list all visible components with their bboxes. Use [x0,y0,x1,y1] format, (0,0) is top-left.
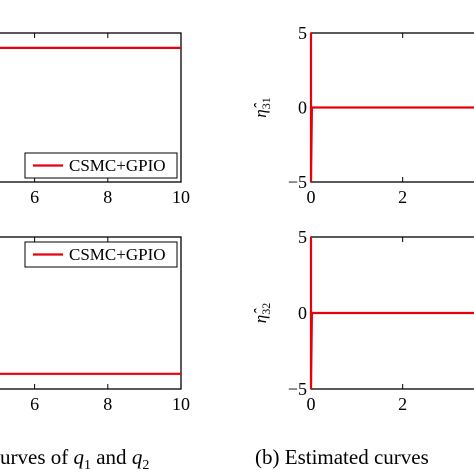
caption-a-sub1: 1 [83,458,91,474]
caption-b-text: (b) Estimated curves [255,445,429,469]
caption-a-var1: q [73,445,84,469]
panel-b-top-ytick-label: 5 [298,23,307,43]
panel-a-bottom-xtick-label: 8 [103,394,112,414]
panel-b-bottom-ytick-label: 5 [298,227,307,247]
panel-a-bottom-xtick-label: 6 [30,394,39,414]
panel-a-bottom-legend: CSMC+GPIO [24,241,178,268]
panel-b-top-xtick-label: 2 [398,187,407,207]
caption-a-mid: and [90,445,132,469]
panel-b-top-ytick-label: −5 [288,172,307,192]
panel-b-top-ylabel: η̂31 [251,97,273,117]
panel-b-bottom-xtick-label: 0 [307,394,316,414]
panel-a-bottom-panel: 6 8 10 CSMC+GPIO [0,236,190,414]
panel-b-bottom-ytick-label: −5 [288,379,307,399]
caption-a-sub2: 2 [142,458,150,474]
panel-b-top-xtick-label: 0 [307,187,316,207]
panel-b-bottom-series-line [309,237,474,390]
panel-b-top-ytick-label: 0 [298,98,307,118]
panel-a-top-xtick-label: 10 [172,187,190,207]
caption-a: urves of q1 and q2 [0,445,149,474]
panel-a-bottom-xtick-label: 10 [172,394,190,414]
panel-b-top-panel: 0 250−5η̂31 [251,23,474,207]
panel-b-bottom-xtick-label: 2 [398,394,407,414]
panel-a-top-legend: CSMC+GPIO [24,152,178,179]
panel-b-bottom-ytick-label: 0 [298,303,307,323]
panel-b-bottom-ylabel: η̂32 [251,303,273,323]
panel-b-bottom-panel: 0 250−5η̂32 [251,227,474,414]
caption-a-var2: q [131,445,143,469]
panel-a-top-legend-label: CSMC+GPIO [69,156,166,175]
panel-a-bottom-legend-label: CSMC+GPIO [69,245,166,264]
panel-a-top-panel: 6 8 10 CSMC+GPIO [0,32,190,207]
panel-a-top-xtick-label: 6 [30,187,39,207]
panel-b-top-series-line [309,33,474,183]
caption-a-prefix: urves of [0,445,74,469]
panel-a-bottom-axes-box [0,236,182,390]
panel-a-top-xtick-label: 8 [103,187,112,207]
caption-b: (b) Estimated curves [255,445,429,470]
panel-a-top-axes-box [0,32,182,183]
